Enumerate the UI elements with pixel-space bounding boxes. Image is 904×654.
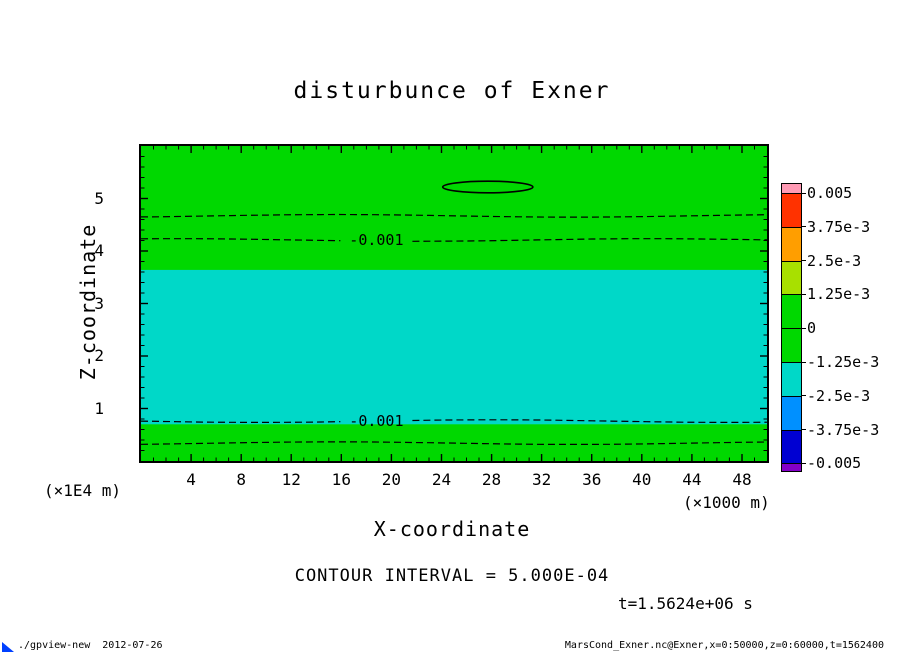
colorbar-label: 0.005 bbox=[807, 184, 853, 202]
x-tick-label: 32 bbox=[531, 470, 552, 489]
plot-frame: -0.001 -0.001 bbox=[139, 144, 769, 463]
contour-interval-label: CONTOUR INTERVAL = 5.000E-04 bbox=[294, 566, 610, 586]
x-tick-label: 48 bbox=[732, 470, 752, 489]
x-tick-label: 12 bbox=[281, 470, 301, 489]
closed-contour bbox=[441, 180, 534, 194]
contour-line bbox=[412, 419, 767, 423]
contour-line bbox=[141, 420, 341, 423]
x-axis-unit-label: (×1000 m) bbox=[683, 493, 770, 512]
colorbar-tick bbox=[801, 429, 806, 431]
colorbar-label: -0.005 bbox=[807, 454, 862, 473]
x-tick-label: 16 bbox=[331, 470, 351, 489]
colorbar-tick bbox=[801, 361, 806, 363]
y-tick-label: 5 bbox=[94, 188, 104, 208]
x-tick-label: 40 bbox=[632, 470, 652, 489]
colorbar-segment bbox=[782, 193, 801, 227]
contour-line bbox=[141, 213, 767, 218]
colorbar-label: 1.25e-3 bbox=[807, 285, 871, 304]
colorbar-tick bbox=[801, 395, 806, 397]
y-tick-label: 2 bbox=[94, 346, 104, 365]
colorbar-tick bbox=[801, 327, 806, 329]
colorbar-label: -3.75e-3 bbox=[807, 420, 880, 439]
colorbar-tick bbox=[801, 226, 806, 228]
chart-title: disturbunce of Exner bbox=[293, 78, 611, 104]
y-tick-label: 1 bbox=[94, 398, 104, 418]
colorbar-segment bbox=[782, 294, 801, 329]
colorbar-tick bbox=[801, 192, 806, 194]
contour-line bbox=[141, 238, 341, 242]
colorbar-segment bbox=[782, 463, 801, 472]
x-tick-label: 28 bbox=[481, 470, 502, 489]
x-tick-label: 20 bbox=[381, 470, 402, 489]
contour-value-label: -0.001 bbox=[349, 412, 403, 430]
colorbar-segment bbox=[782, 184, 801, 193]
colorbar-segment bbox=[782, 361, 801, 396]
contour-line bbox=[412, 238, 767, 242]
contour-line bbox=[141, 441, 767, 445]
colorbar-label: 2.5e-3 bbox=[807, 251, 862, 270]
x-tick-label: 24 bbox=[431, 470, 452, 489]
colorbar-segment bbox=[782, 395, 801, 430]
colorbar-tick bbox=[801, 462, 806, 464]
x-tick-label: 4 bbox=[186, 470, 196, 489]
colorbar-segment bbox=[782, 328, 801, 362]
x-tick-label: 36 bbox=[582, 470, 602, 489]
y-axis-unit-label: (×1E4 m) bbox=[44, 481, 122, 500]
logo-triangle-icon bbox=[2, 642, 14, 652]
colorbar-tick bbox=[801, 260, 806, 262]
contour-fill-plot: -0.001 -0.001 bbox=[141, 146, 767, 461]
x-tick-label: 44 bbox=[682, 470, 702, 489]
footer-dataset-info: MarsCond_Exner.nc@Exner,x=0:50000,z=0:60… bbox=[564, 640, 884, 651]
colorbar-label: -2.5e-3 bbox=[807, 386, 871, 405]
colorbar-tick bbox=[801, 293, 806, 295]
colorbar-segment bbox=[782, 429, 801, 464]
colorbar bbox=[781, 183, 802, 473]
colorbar-label: -1.25e-3 bbox=[807, 353, 880, 371]
colorbar-label: 0 bbox=[807, 319, 817, 338]
contour-value-label: -0.001 bbox=[349, 231, 403, 249]
y-tick-label: 4 bbox=[94, 241, 104, 260]
fill-region bbox=[141, 269, 767, 425]
colorbar-label: 3.75e-3 bbox=[807, 217, 871, 236]
colorbar-segment bbox=[782, 226, 801, 261]
x-tick-label: 8 bbox=[236, 470, 246, 489]
x-axis-label: X-coordinate bbox=[373, 517, 531, 541]
colorbar-segment bbox=[782, 260, 801, 295]
footer-command-text: ./gpview-new 2012-07-26 bbox=[18, 640, 163, 651]
time-label: t=1.5624e+06 s bbox=[618, 594, 753, 613]
y-tick-label: 3 bbox=[94, 293, 104, 313]
